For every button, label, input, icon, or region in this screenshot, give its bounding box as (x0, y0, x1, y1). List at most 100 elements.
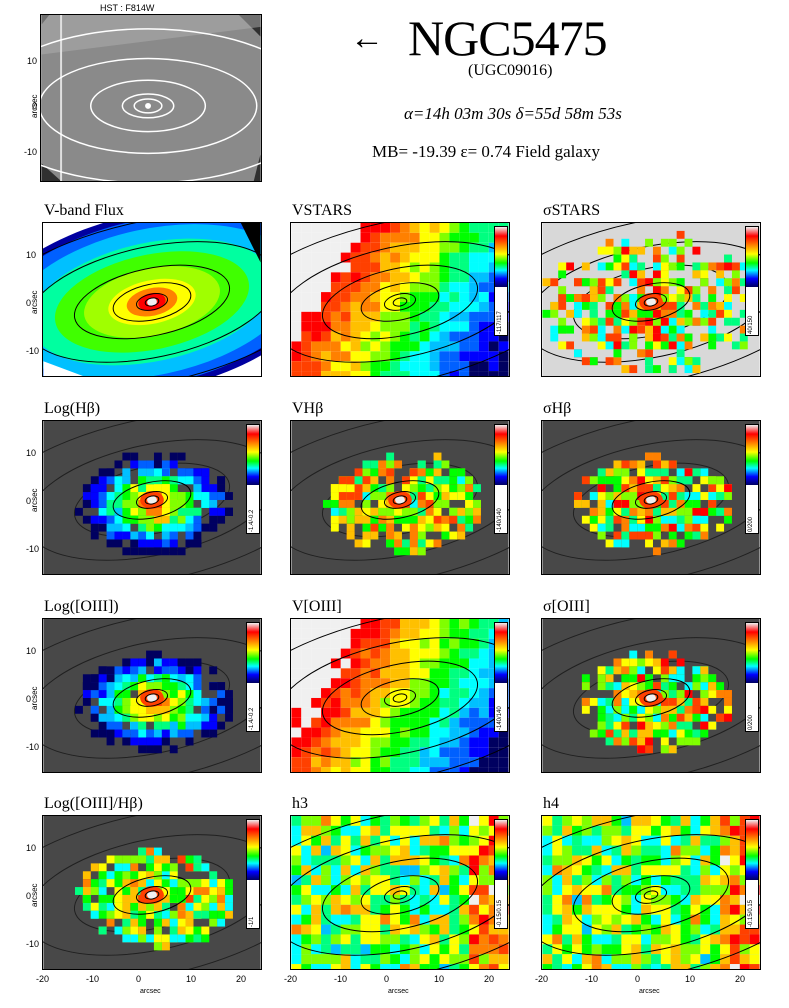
colorbar-sighb (745, 424, 759, 534)
map-vhb (290, 420, 510, 575)
colorbar-gradient (746, 820, 758, 881)
colorbar-range-sigstars: 40/150 (748, 315, 754, 334)
y-tick: 0 (26, 298, 32, 308)
colorbar-range-vstars: -117/117 (497, 311, 503, 334)
colorbar-gradient (746, 623, 758, 684)
x-tick: 20 (236, 974, 247, 984)
map-loghb (42, 420, 262, 575)
colorbar-sigstars (745, 226, 759, 336)
panel-title-logoiii: Log([OIII]) (44, 598, 119, 615)
colorbar-range-h4: -0.15/0.15 (748, 899, 754, 927)
map-h4 (541, 815, 761, 970)
colorbar-range-logoiii: -1.4/-0.2 (249, 707, 255, 730)
map-voiii (290, 618, 510, 773)
y-axis-label: arcsec (30, 290, 39, 314)
map-ratio (42, 815, 262, 970)
colorbar-gradient (247, 820, 259, 881)
colorbar-sigoiii (745, 622, 759, 732)
x-axis-label: arcsec (639, 988, 660, 995)
panel-title-vband: V-band Flux (44, 202, 124, 219)
hst-y-tick-bottom: -10 (24, 147, 38, 157)
hst-y-tick-top: 10 (27, 56, 38, 66)
galaxy-coordinates: α=14h 03m 30s δ=55d 58m 53s (404, 104, 622, 123)
map-logoiii (42, 618, 262, 773)
x-axis-label: arcsec (140, 988, 161, 995)
panel-title-voiii: V[OIII] (292, 598, 342, 615)
hst-y-tick-mid: 0 (32, 101, 38, 111)
colorbar-range-sighb: 0/200 (748, 516, 754, 532)
colorbar-range-sigoiii: 0/200 (748, 714, 754, 730)
map-sighb (541, 420, 761, 575)
x-tick: -20 (535, 974, 549, 984)
panel-title-sighb: σHβ (543, 400, 572, 417)
panel-title-h3: h3 (292, 795, 308, 812)
y-axis-label: arcsec (30, 488, 39, 512)
colorbar-range-voiii: -140/140 (497, 706, 503, 730)
panel-title-sigoiii: σ[OIII] (543, 598, 590, 615)
colorbar-range-vhb: -140/140 (497, 508, 503, 532)
panel-title-loghb: Log(Hβ) (44, 400, 101, 417)
colorbar-loghb (246, 424, 260, 534)
y-tick: 0 (26, 694, 32, 704)
x-tick: -10 (334, 974, 348, 984)
panel-title-ratio: Log([OIII]/Hβ) (44, 795, 143, 812)
colorbar-gradient (495, 227, 507, 288)
y-tick: 0 (26, 496, 32, 506)
x-tick: 20 (484, 974, 495, 984)
map-vband (42, 222, 262, 377)
colorbar-vhb (494, 424, 508, 534)
hst-image (40, 14, 262, 182)
x-tick: -10 (86, 974, 100, 984)
colorbar-range-loghb: -1.4/-0.2 (249, 509, 255, 532)
galaxy-alias: (UGC09016) (468, 62, 553, 79)
x-axis-label: arcsec (388, 988, 409, 995)
x-tick: -20 (284, 974, 298, 984)
x-tick: 0 (384, 974, 390, 984)
colorbar-vstars (494, 226, 508, 336)
colorbar-gradient (247, 623, 259, 684)
panel-title-h4: h4 (543, 795, 559, 812)
arrow-glyph: ← (350, 20, 384, 57)
colorbar-gradient (247, 425, 259, 486)
colorbar-range-ratio: -1/1 (249, 916, 255, 927)
map-sigstars (541, 222, 761, 377)
colorbar-ratio (246, 819, 260, 929)
galaxy-name: NGC5475 (408, 10, 608, 66)
y-tick: 10 (26, 646, 37, 656)
x-tick: 0 (136, 974, 142, 984)
colorbar-gradient (495, 623, 507, 684)
y-tick: -10 (26, 346, 40, 356)
x-tick: 10 (186, 974, 197, 984)
colorbar-gradient (495, 820, 507, 881)
y-axis-label: arcsec (30, 883, 39, 907)
colorbar-h4 (745, 819, 759, 929)
y-axis-label: arcsec (30, 686, 39, 710)
y-tick: 10 (26, 843, 37, 853)
y-tick: -10 (26, 939, 40, 949)
y-tick: 0 (26, 891, 32, 901)
panel-title-vhb: VHβ (292, 400, 324, 417)
colorbar-range-h3: -0.15/0.15 (497, 899, 503, 927)
y-tick: -10 (26, 544, 40, 554)
y-tick: -10 (26, 742, 40, 752)
colorbar-gradient (495, 425, 507, 486)
x-tick: -10 (585, 974, 599, 984)
x-tick: 0 (635, 974, 641, 984)
colorbar-h3 (494, 819, 508, 929)
y-tick: 10 (26, 250, 37, 260)
panel-title-vstars: VSTARS (292, 202, 353, 219)
hst-label: HST : F814W (100, 3, 155, 13)
colorbar-gradient (746, 425, 758, 486)
x-tick: -20 (36, 974, 50, 984)
x-tick: 10 (434, 974, 445, 984)
colorbar-gradient (746, 227, 758, 288)
map-h3 (290, 815, 510, 970)
galaxy-properties: MB= -19.39 ε= 0.74 Field galaxy (372, 142, 600, 161)
colorbar-voiii (494, 622, 508, 732)
panel-title-sigstars: σSTARS (543, 202, 601, 219)
colorbar-logoiii (246, 622, 260, 732)
y-tick: 10 (26, 448, 37, 458)
x-tick: 20 (735, 974, 746, 984)
map-sigoiii (541, 618, 761, 773)
map-vstars (290, 222, 510, 377)
